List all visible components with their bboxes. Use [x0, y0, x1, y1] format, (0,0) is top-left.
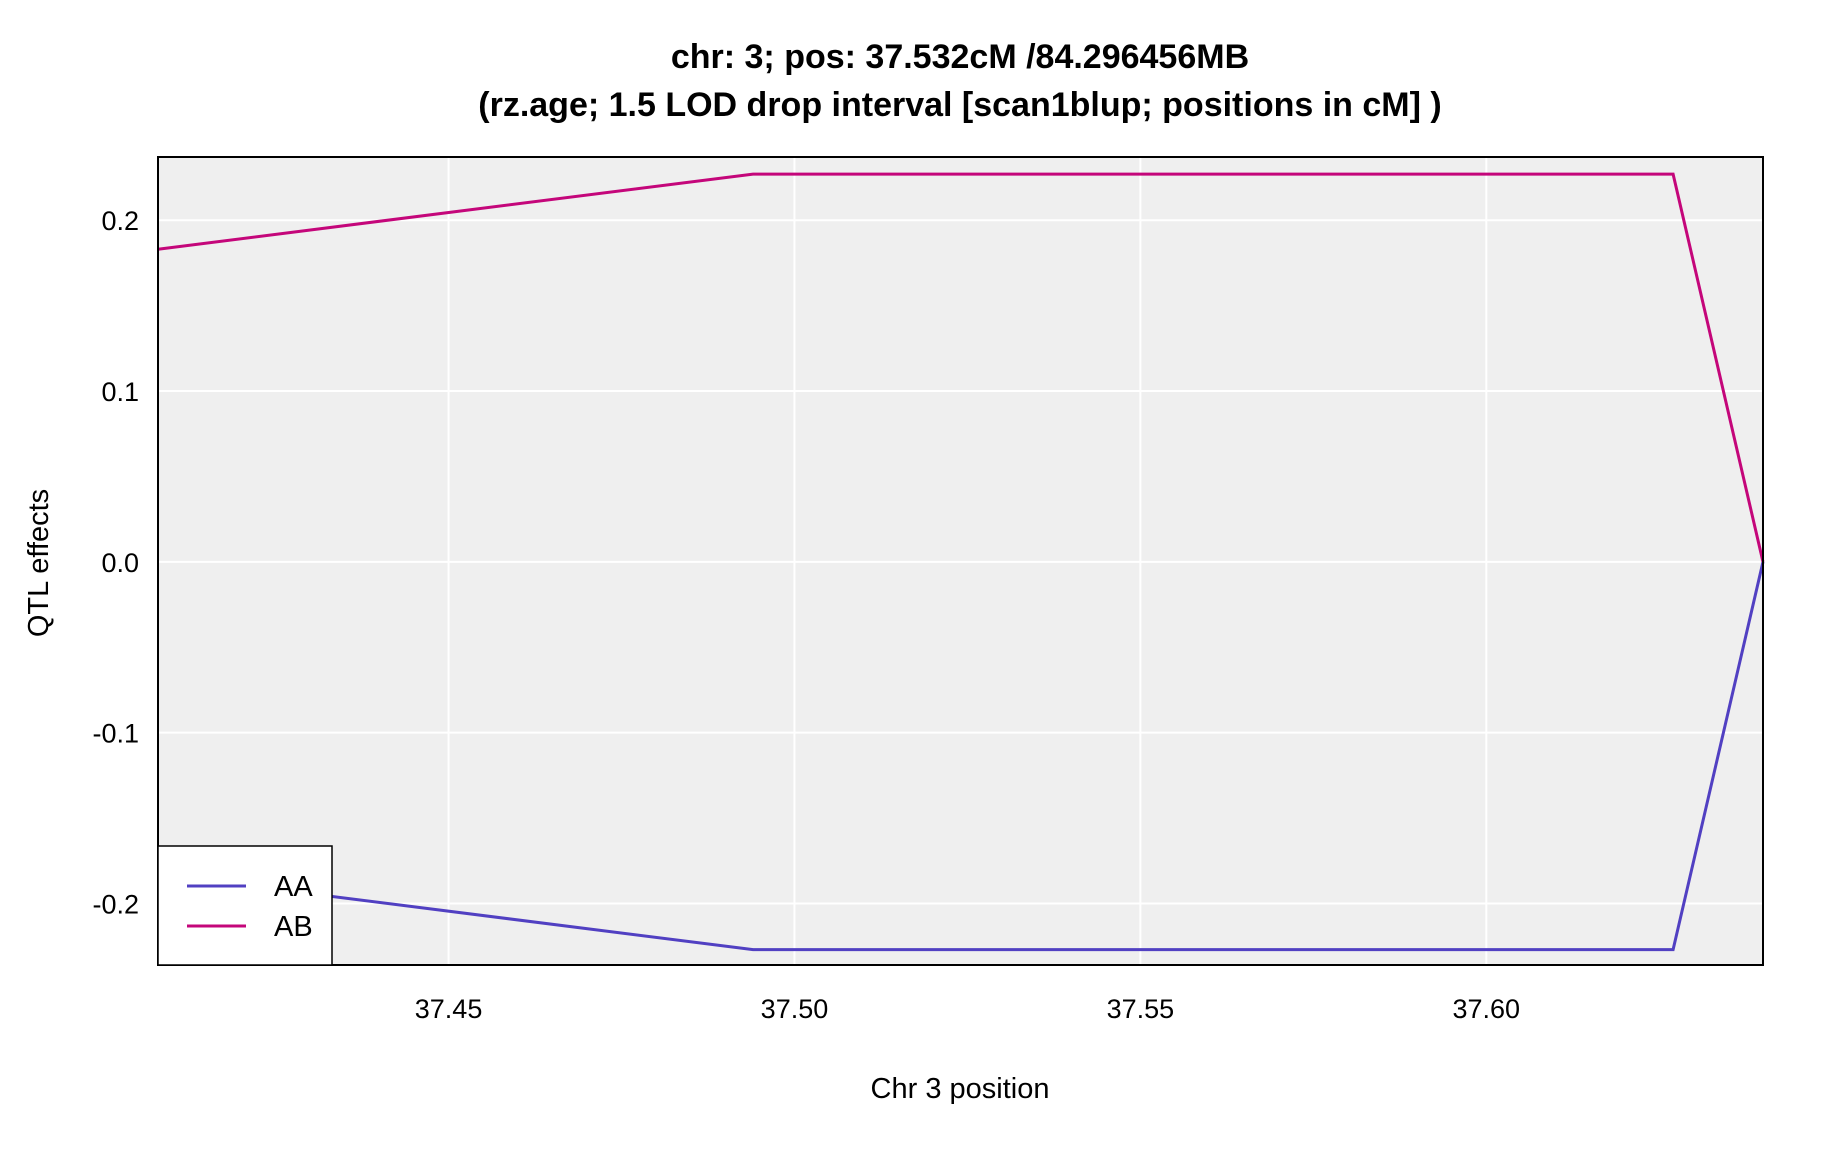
x-tick-label: 37.50 [761, 994, 829, 1024]
x-tick-label: 37.45 [415, 994, 483, 1024]
y-tick-label: -0.2 [92, 890, 139, 920]
y-tick-label: 0.2 [101, 206, 139, 236]
plot-border [157, 156, 1764, 966]
x-tick-labels: 37.45 37.50 37.55 37.60 [415, 994, 1520, 1024]
x-tick-label: 37.55 [1107, 994, 1175, 1024]
grid-lines [158, 157, 1763, 965]
y-axis-label: QTL effects [23, 489, 55, 637]
legend-label-ab: AB [274, 911, 313, 943]
chart-title: chr: 3; pos: 37.532cM /84.296456MB [671, 38, 1249, 76]
y-tick-label: 0.0 [101, 548, 139, 578]
x-tick-label: 37.60 [1452, 994, 1520, 1024]
chart-subtitle: (rz.age; 1.5 LOD drop interval [scan1blu… [478, 86, 1441, 124]
legend-label-aa: AA [274, 871, 313, 903]
series-line-aa [157, 561, 1765, 952]
y-tick-label: -0.1 [92, 719, 139, 749]
x-axis-label: Chr 3 position [871, 1073, 1050, 1105]
y-tick-label: 0.1 [101, 377, 139, 407]
legend-box [157, 845, 333, 966]
legend: AA AB [157, 845, 333, 966]
y-tick-labels: 0.2 0.1 0.0 -0.1 -0.2 [92, 206, 139, 919]
series-lines [157, 172, 1765, 952]
series-line-ab [157, 172, 1765, 563]
